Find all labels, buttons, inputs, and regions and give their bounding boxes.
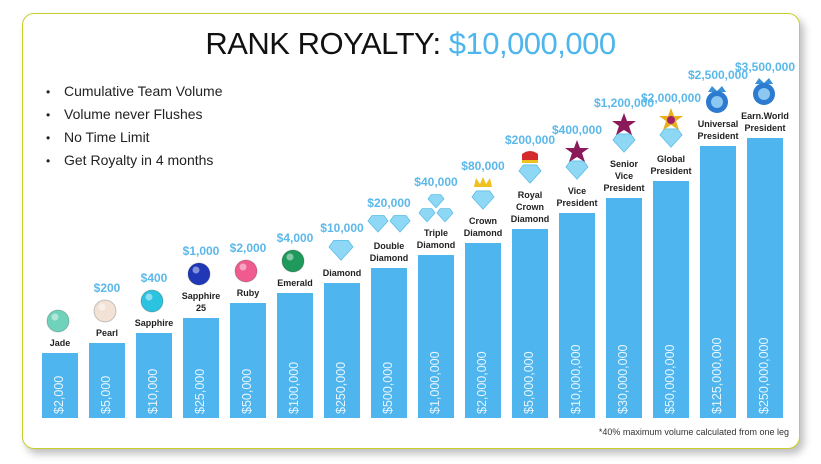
bar-jade — [42, 353, 78, 418]
volume-label: $30,000,000 — [616, 344, 630, 414]
rank-label: Crown Diamond — [463, 216, 503, 238]
royalty-label: $40,000 — [414, 175, 458, 189]
bar-sapphire-25 — [183, 318, 219, 418]
star-diamond-icon — [561, 139, 593, 188]
bar-ruby — [230, 303, 266, 418]
footnote: *40% maximum volume calculated from one … — [598, 427, 789, 437]
gold-star-diamond-icon — [655, 107, 687, 156]
double-diamond-icon — [366, 212, 412, 243]
rank-label: Vice President — [556, 186, 598, 208]
royalty-label: $2,500,000 — [687, 68, 749, 82]
feature-item: Volume never Flushes — [46, 103, 222, 126]
bar-diamond — [324, 283, 360, 418]
rank-label: Ruby — [236, 288, 260, 298]
volume-label: $5,000 — [99, 375, 113, 414]
sapphire-gem-icon — [138, 287, 166, 320]
royalty-label: $200 — [93, 281, 121, 295]
rank-label: Double Diamond — [369, 241, 409, 263]
volume-label: $1,000,000 — [428, 351, 442, 414]
royalty-label: $4,000 — [276, 231, 314, 245]
bar-senior-vice-president — [606, 198, 642, 418]
ruby-gem-icon — [232, 257, 260, 290]
volume-label: $10,000 — [146, 368, 160, 414]
blue-sapphire-gem-icon — [185, 260, 213, 293]
bar-earn-world-president — [747, 138, 783, 418]
rank-label: Earn.World President — [741, 111, 789, 133]
volume-label: $125,000,000 — [710, 337, 724, 414]
rank-label: Diamond — [322, 268, 362, 278]
volume-label: $5,000,000 — [522, 351, 536, 414]
royalty-label: $200,000 — [504, 133, 556, 147]
bar-crown-diamond — [465, 243, 501, 418]
jade-gem-icon — [44, 307, 72, 340]
volume-label: $50,000,000 — [663, 344, 677, 414]
bar-global-president — [653, 181, 689, 418]
rank-label: Sapphire — [134, 318, 174, 328]
blue-medallion-icon — [749, 76, 779, 113]
crown-diamond-icon — [467, 175, 499, 218]
volume-label: $500,000 — [381, 361, 395, 414]
title-amount: $10,000,000 — [448, 26, 616, 61]
bar-royal-crown-diamond — [512, 229, 548, 418]
triple-diamond-icon — [416, 191, 456, 230]
rank-label: Senior Vice President — [603, 159, 645, 193]
bar-vice-president — [559, 213, 595, 418]
bar-pearl — [89, 343, 125, 418]
pearl-icon — [91, 297, 119, 330]
feature-item: No Time Limit — [46, 126, 222, 149]
emerald-gem-icon — [279, 247, 307, 280]
rank-label: Sapphire 25 — [181, 291, 221, 313]
royalty-label: $2,000,000 — [640, 91, 702, 105]
blue-medallion-icon — [702, 84, 732, 121]
rank-label: Royal Crown Diamond — [510, 190, 550, 224]
volume-label: $2,000,000 — [475, 351, 489, 414]
bar-emerald — [277, 293, 313, 418]
volume-label: $100,000 — [287, 361, 301, 414]
royal-crown-diamond-icon — [514, 149, 546, 192]
title-prefix: RANK ROYALTY: — [205, 26, 449, 61]
volume-label: $250,000,000 — [757, 337, 771, 414]
volume-label: $10,000,000 — [569, 344, 583, 414]
rank-label: Global President — [650, 154, 692, 176]
volume-label: $25,000 — [193, 368, 207, 414]
volume-label: $50,000 — [240, 368, 254, 414]
bar-triple-diamond — [418, 255, 454, 418]
feature-item: Cumulative Team Volume — [46, 80, 222, 103]
feature-item: Get Royalty in 4 months — [46, 149, 222, 172]
royalty-label: $400 — [140, 271, 168, 285]
rank-label: Pearl — [95, 328, 119, 338]
royalty-label: $1,200,000 — [593, 96, 655, 110]
royalty-label: $10,000 — [320, 221, 364, 235]
rank-label: Universal President — [697, 119, 739, 141]
bar-universal-president — [700, 146, 736, 418]
feature-list: Cumulative Team Volume Volume never Flus… — [46, 80, 222, 172]
rank-label: Triple Diamond — [416, 228, 456, 250]
royalty-label: $2,000 — [229, 241, 267, 255]
volume-label: $2,000 — [52, 375, 66, 414]
diamond-icon — [326, 237, 356, 270]
bar-sapphire — [136, 333, 172, 418]
rank-label: Emerald — [277, 278, 313, 288]
royalty-label: $400,000 — [551, 123, 603, 137]
royalty-label: $3,500,000 — [734, 60, 796, 74]
volume-label: $250,000 — [334, 361, 348, 414]
rank-label: Jade — [49, 338, 71, 348]
page-title: RANK ROYALTY: $10,000,000 — [0, 26, 821, 62]
bar-double-diamond — [371, 268, 407, 418]
royalty-label: $80,000 — [461, 159, 505, 173]
star-diamond-icon — [608, 112, 640, 161]
royalty-label: $20,000 — [367, 196, 411, 210]
royalty-label: $1,000 — [182, 244, 220, 258]
